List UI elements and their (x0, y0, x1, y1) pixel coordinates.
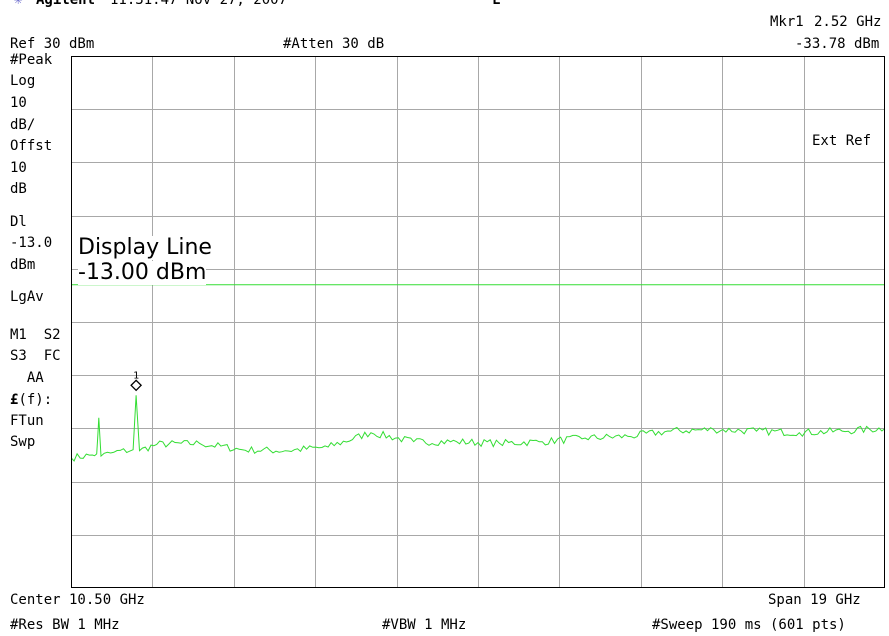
scale-line-1: Log (10, 73, 36, 89)
spectrum-plot: 1 (71, 56, 885, 588)
display-line-value: -13.00 dBm (78, 260, 207, 285)
spectrum-display: 1 (71, 56, 885, 588)
display-line-title: Display Line (78, 235, 212, 260)
resolution-bandwidth: #Res BW 1 MHz (10, 617, 120, 633)
marker-frequency: 2.52 GHz (814, 14, 882, 30)
average-mode: LgAv (10, 289, 44, 305)
status-tag: L (492, 0, 501, 8)
function-label: £(f): (10, 392, 52, 408)
center-frequency: Center 10.50 GHz (10, 592, 145, 608)
graticule-border (71, 56, 885, 588)
offset-line-2: 10 (10, 160, 27, 176)
scale-line-3: dB/ (10, 117, 36, 133)
mode-line-3: AA (10, 370, 44, 386)
marker-1: 1 (130, 370, 143, 392)
sweep-time: #Sweep 190 ms (601 pts) (652, 617, 846, 633)
offset-line-1: Offst (10, 138, 53, 154)
marker-diamond-icon (130, 379, 143, 392)
graticule (71, 56, 885, 588)
offset-line-3: dB (10, 181, 27, 197)
spectrum-trace (71, 395, 885, 462)
span: Span 19 GHz (768, 592, 861, 608)
scale-line-2: 10 (10, 95, 27, 111)
brand-label: Agilent (36, 0, 96, 8)
ref-level: Ref 30 dBm (10, 36, 95, 52)
ftun-label: FTun (10, 413, 44, 429)
dl-line-2: -13.0 (10, 235, 53, 251)
agilent-star-icon: ✳ (14, 0, 23, 8)
dl-line-1: Dl (10, 214, 27, 230)
time-date: 11:31:47 Nov 27, 2007 (110, 0, 288, 8)
video-bandwidth: #VBW 1 MHz (382, 617, 467, 633)
attenuation: #Atten 30 dB (283, 36, 385, 52)
detector-mode: #Peak (10, 52, 53, 68)
marker-level: -33.78 dBm (795, 36, 880, 52)
dl-line-3: dBm (10, 257, 36, 273)
function-text: (f): (18, 392, 53, 408)
mode-line-1: M1 S2 (10, 327, 61, 343)
mode-line-2: S3 FC (10, 348, 61, 364)
status-bar: ✳ Agilent 11:31:47 Nov 27, 2007 L (0, 0, 889, 10)
marker-label: Mkr1 (770, 14, 804, 30)
marker-number: 1 (133, 370, 139, 381)
function-symbol: £ (10, 392, 19, 408)
sweep-label: Swp (10, 434, 36, 450)
ext-ref-indicator: Ext Ref (812, 133, 872, 149)
